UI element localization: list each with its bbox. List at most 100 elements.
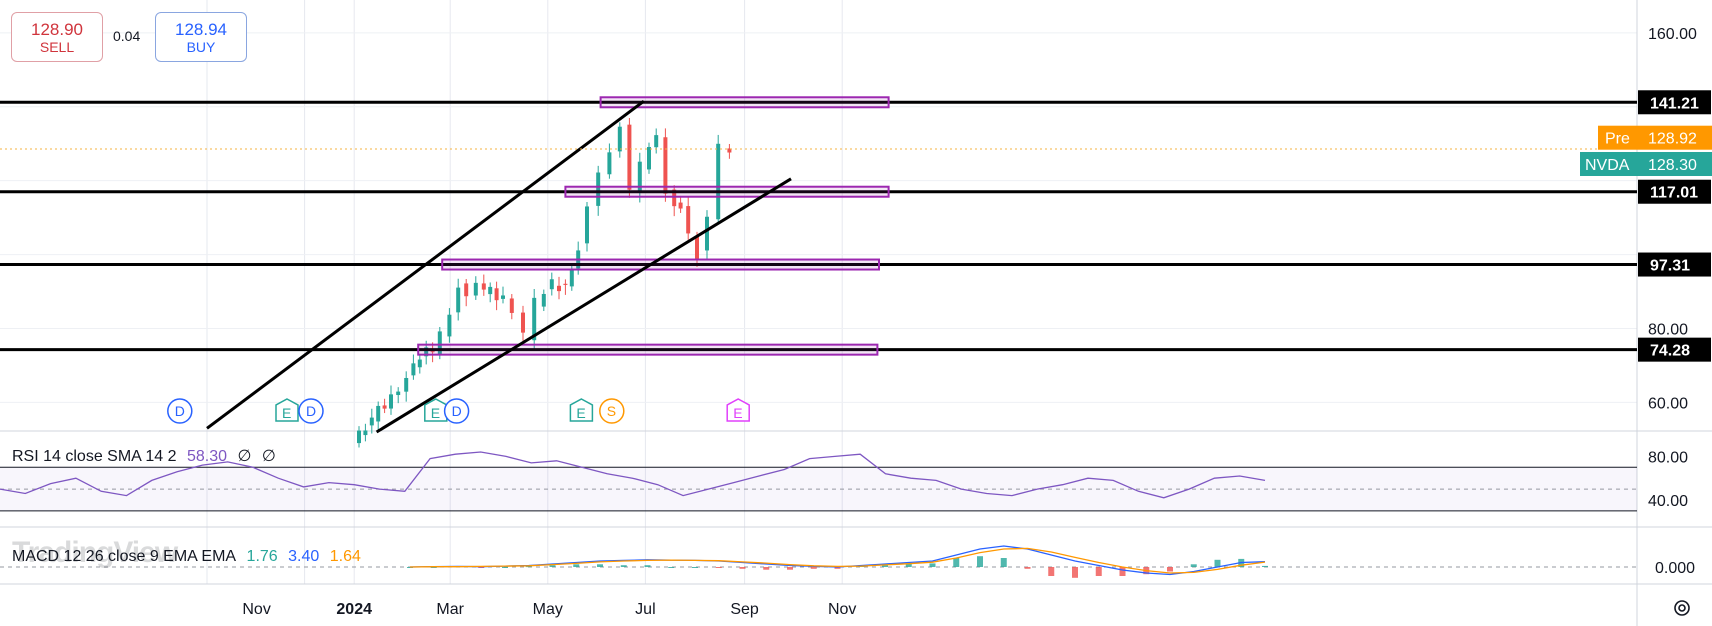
time-axis-tick: Jul — [635, 601, 655, 618]
settings-gear-icon[interactable] — [1668, 594, 1696, 622]
dividend-marker — [298, 398, 324, 424]
level-label: 74.28 — [1650, 343, 1690, 360]
candle-body — [363, 430, 368, 436]
macd-axis-tick: 0.000 — [1655, 560, 1695, 577]
zone-rectangle — [564, 185, 890, 198]
macd-histogram-bar — [882, 564, 888, 567]
macd-histogram-bar — [620, 565, 627, 567]
macd-histogram-bar — [1119, 567, 1126, 576]
macd-legend-name: MACD 12 26 close 9 EMA EMA — [12, 548, 237, 565]
macd-histogram-bar — [763, 567, 770, 570]
rsi-axis-tick: 80.00 — [1648, 449, 1688, 466]
macd-legend-macd: 3.40 — [288, 548, 320, 565]
macd-histogram-bar — [525, 566, 532, 568]
candle-body — [532, 297, 537, 341]
dividend-marker-label: D — [306, 403, 316, 419]
channel-lower-line — [375, 177, 792, 434]
candle-body — [647, 147, 651, 170]
candle-body — [686, 206, 691, 234]
last-price-label-bg — [1580, 151, 1712, 176]
macd-legend[interactable]: MACD 12 26 close 9 EMA EMA 1.76 3.40 1.6… — [12, 548, 367, 566]
sell-label: SELL — [39, 38, 75, 55]
time-axis-tick: Nov — [242, 601, 270, 618]
candle-body — [654, 135, 659, 148]
macd-histogram-bar — [597, 564, 603, 567]
dividend-marker — [443, 398, 470, 424]
earnings-marker — [569, 398, 594, 422]
macd-histogram-bar — [739, 567, 746, 569]
rsi-legend[interactable]: RSI 14 close SMA 14 2 58.30 ∅ ∅ — [12, 446, 282, 466]
sell-price: 128.90 — [31, 19, 83, 39]
macd-line — [409, 545, 1266, 576]
price-axis-tick: 160.00 — [1648, 26, 1697, 43]
buy-price: 128.94 — [175, 19, 227, 39]
time-axis-tick: 2024 — [336, 601, 372, 618]
candle-body — [501, 295, 505, 299]
pre-market-label-bg — [1598, 125, 1712, 150]
candle-body — [607, 152, 612, 175]
level-label: 141.21 — [1650, 95, 1699, 112]
zone-rectangle — [417, 343, 879, 356]
macd-histogram-bar — [1190, 564, 1197, 567]
earnings-marker-label: E — [576, 405, 585, 421]
last-price-value: 128.30 — [1648, 157, 1697, 174]
rsi-legend-v2: ∅ — [237, 448, 252, 465]
earnings-marker-label: E — [733, 405, 742, 421]
candle-body — [663, 137, 668, 194]
candle-body — [473, 282, 478, 296]
candle-body — [411, 363, 416, 376]
macd-histogram-bar — [953, 558, 960, 567]
macd-histogram-bar — [668, 567, 675, 568]
level-label-bg — [1638, 337, 1711, 362]
level-label: 117.01 — [1650, 185, 1698, 202]
macd-histogram-bar — [430, 567, 437, 568]
candle-body — [488, 286, 493, 295]
macd-histogram-bar — [1024, 567, 1031, 569]
rsi-axis-tick: 40.00 — [1648, 493, 1688, 510]
dividend-marker-label: D — [175, 403, 185, 419]
rsi-legend-value: 58.30 — [186, 448, 228, 465]
macd-histogram-bar — [715, 567, 722, 568]
zone-rectangle — [599, 96, 890, 109]
candle-body — [389, 394, 393, 409]
rsi-line — [0, 451, 1266, 499]
time-axis-tick: Nov — [828, 601, 856, 618]
buy-label: BUY — [186, 38, 216, 55]
candle-body — [357, 430, 361, 444]
time-axis-tick: Sep — [730, 601, 759, 618]
buy-button[interactable]: 128.94 BUY — [155, 12, 247, 62]
candle-body — [464, 283, 469, 297]
candle-body — [376, 405, 381, 422]
macd-histogram-bar — [1000, 558, 1007, 567]
macd-histogram-bar — [905, 563, 912, 567]
split-marker — [599, 398, 625, 424]
dividend-marker-label: D — [452, 403, 462, 419]
earnings-marker — [275, 398, 299, 422]
candle-body — [494, 288, 499, 301]
candle-body — [456, 287, 461, 313]
candle-body — [695, 236, 699, 259]
candle-body — [447, 314, 452, 337]
dividend-marker — [167, 398, 193, 424]
level-label-bg — [1638, 252, 1711, 277]
macd-histogram-bar — [644, 565, 651, 567]
candle-body — [716, 143, 721, 220]
macd-histogram-bar — [1095, 567, 1102, 576]
price-axis-tick: 60.00 — [1648, 395, 1688, 412]
macd-histogram-bar — [1167, 567, 1173, 572]
macd-signal-line — [409, 547, 1266, 574]
macd-histogram-bar — [549, 565, 556, 567]
macd-histogram-bar — [977, 556, 983, 567]
tradingview-watermark: TradingView — [12, 536, 178, 569]
earnings-marker-label: E — [431, 405, 440, 421]
spread-value: 0.04 — [113, 28, 141, 44]
candle-body — [437, 331, 442, 355]
macd-histogram-bar — [478, 567, 485, 568]
pre-market-label: Pre — [1605, 131, 1630, 148]
time-axis-tick: Mar — [436, 601, 464, 618]
candle-body — [727, 148, 732, 153]
sell-button[interactable]: 128.90 SELL — [11, 12, 103, 62]
earnings-marker-label: E — [282, 405, 291, 421]
macd-histogram-bar — [810, 567, 817, 569]
